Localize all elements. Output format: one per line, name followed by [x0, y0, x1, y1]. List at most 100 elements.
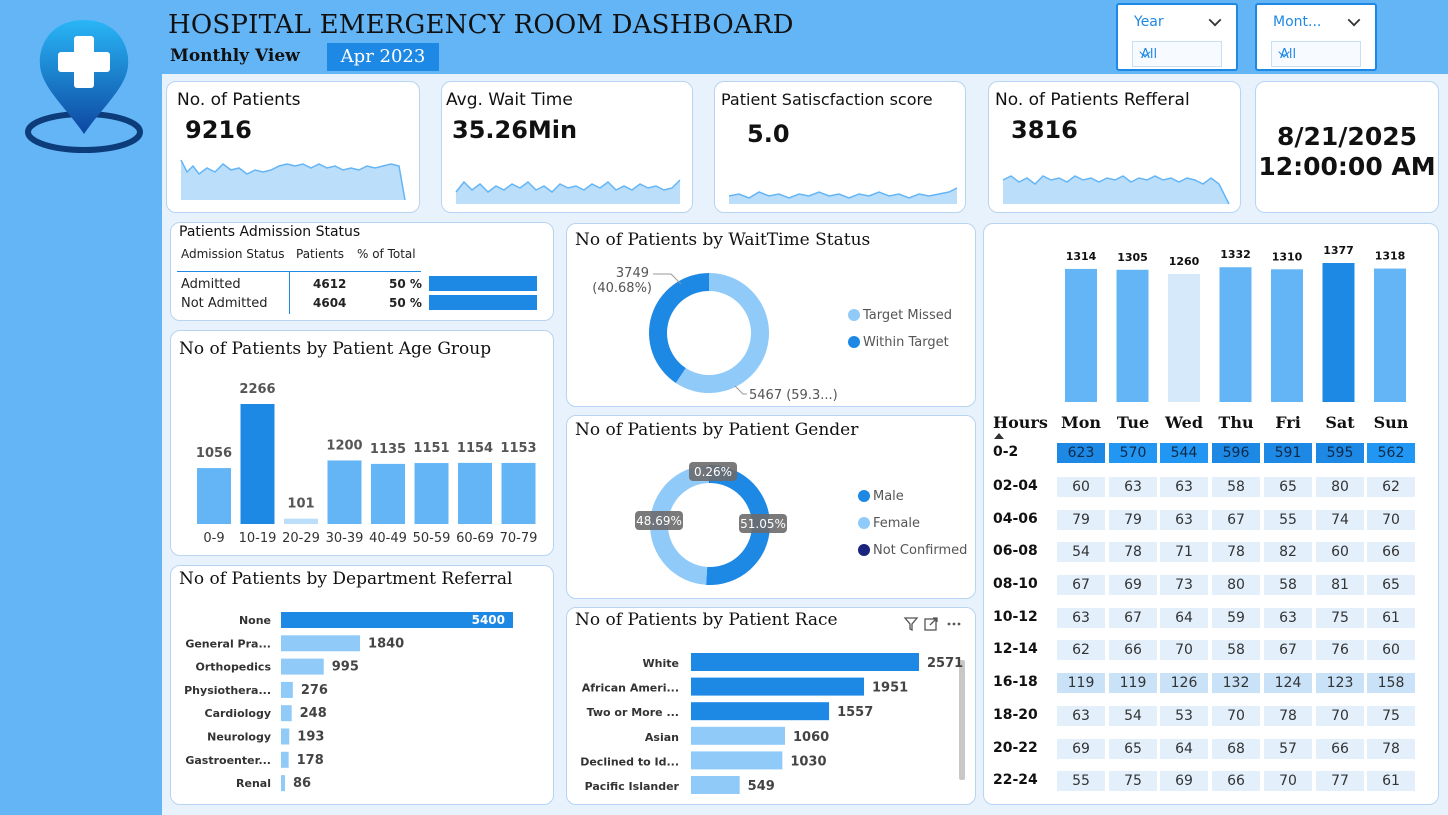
heatmap-cell[interactable]: 70	[1212, 706, 1260, 726]
year-slicer[interactable]: Year All	[1116, 3, 1238, 71]
chevron-down-icon[interactable]	[1347, 13, 1361, 27]
heatmap-cell[interactable]: 75	[1367, 706, 1415, 726]
heatmap-cell[interactable]: 80	[1212, 575, 1260, 595]
day-column-header[interactable]: Wed	[1164, 413, 1204, 432]
heatmap-cell[interactable]: 66	[1316, 739, 1364, 759]
department-bar[interactable]	[281, 658, 324, 675]
weekday-bar[interactable]	[1065, 268, 1097, 402]
heatmap-cell[interactable]: 60	[1057, 477, 1105, 497]
department-bar[interactable]	[281, 728, 290, 745]
heatmap-cell[interactable]: 63	[1057, 608, 1105, 628]
heatmap-cell[interactable]: 562	[1367, 443, 1415, 463]
heatmap-cell[interactable]: 65	[1367, 575, 1415, 595]
heatmap-cell[interactable]: 53	[1160, 706, 1208, 726]
heatmap-cell[interactable]: 63	[1057, 706, 1105, 726]
heatmap-cell[interactable]: 54	[1109, 706, 1157, 726]
heatmap-cell[interactable]: 60	[1367, 640, 1415, 660]
race-bar[interactable]	[691, 677, 865, 696]
department-bar[interactable]	[281, 635, 361, 652]
age-bar[interactable]	[501, 462, 536, 524]
day-column-header[interactable]: Thu	[1218, 413, 1254, 432]
heatmap-cell[interactable]: 70	[1316, 706, 1364, 726]
age-bar[interactable]	[327, 460, 362, 524]
focus-mode-icon[interactable]	[924, 617, 938, 631]
heatmap-cell[interactable]: 65	[1109, 739, 1157, 759]
race-bar[interactable]	[691, 726, 786, 745]
heatmap-cell[interactable]: 69	[1160, 771, 1208, 791]
heatmap-cell[interactable]: 69	[1109, 575, 1157, 595]
heatmap-cell[interactable]: 570	[1109, 443, 1157, 463]
heatmap-cell[interactable]: 623	[1057, 443, 1105, 463]
heatmap-cell[interactable]: 63	[1160, 510, 1208, 530]
wait-slice[interactable]	[649, 273, 709, 384]
hours-header[interactable]: Hours	[993, 413, 1048, 432]
heatmap-cell[interactable]: 79	[1109, 510, 1157, 530]
department-bar[interactable]	[281, 612, 513, 628]
heatmap-cell[interactable]: 58	[1264, 575, 1312, 595]
column-header[interactable]: % of Total	[357, 247, 416, 261]
heatmap-cell[interactable]: 67	[1109, 608, 1157, 628]
legend-label[interactable]: Male	[873, 489, 904, 504]
race-bar[interactable]	[691, 776, 740, 794]
age-bar[interactable]	[284, 518, 318, 524]
heatmap-cell[interactable]: 70	[1367, 510, 1415, 530]
day-column-header[interactable]: Fri	[1275, 413, 1301, 432]
heatmap-cell[interactable]: 595	[1316, 443, 1364, 463]
heatmap-cell[interactable]: 66	[1212, 771, 1260, 791]
heatmap-cell[interactable]: 123	[1316, 673, 1364, 693]
department-bar[interactable]	[281, 751, 289, 768]
department-bar[interactable]	[281, 705, 292, 722]
heatmap-cell[interactable]: 67	[1264, 640, 1312, 660]
legend-label[interactable]: Not Confirmed	[873, 543, 967, 558]
heatmap-cell[interactable]: 67	[1057, 575, 1105, 595]
column-header[interactable]: Admission Status	[181, 247, 285, 261]
heatmap-cell[interactable]: 62	[1367, 477, 1415, 497]
heatmap-cell[interactable]: 73	[1160, 575, 1208, 595]
heatmap-cell[interactable]: 55	[1057, 771, 1105, 791]
chevron-down-icon[interactable]	[1208, 13, 1222, 27]
heatmap-cell[interactable]: 55	[1264, 510, 1312, 530]
heatmap-cell[interactable]: 70	[1160, 640, 1208, 660]
day-column-header[interactable]: Tue	[1116, 413, 1150, 432]
weekday-bar[interactable]	[1219, 267, 1252, 402]
age-bar[interactable]	[240, 404, 275, 524]
department-bar[interactable]	[281, 775, 285, 792]
department-bar[interactable]	[281, 681, 293, 698]
filter-icon[interactable]	[903, 617, 919, 632]
heatmap-cell[interactable]: 78	[1367, 739, 1415, 759]
heatmap-cell[interactable]: 80	[1316, 477, 1364, 497]
day-column-header[interactable]: Sat	[1325, 413, 1355, 432]
legend-label[interactable]: Female	[873, 516, 920, 531]
weekday-bar[interactable]	[1116, 269, 1149, 402]
scrollbar[interactable]	[959, 660, 965, 780]
heatmap-cell[interactable]: 158	[1367, 673, 1415, 693]
age-bar[interactable]	[414, 463, 449, 524]
heatmap-cell[interactable]: 63	[1109, 477, 1157, 497]
heatmap-cell[interactable]: 65	[1264, 477, 1312, 497]
gender-slice[interactable]	[706, 465, 770, 585]
heatmap-cell[interactable]: 71	[1160, 542, 1208, 562]
heatmap-cell[interactable]: 119	[1109, 673, 1157, 693]
heatmap-cell[interactable]: 75	[1316, 608, 1364, 628]
month-slicer[interactable]: Mont... All	[1255, 3, 1377, 71]
day-column-header[interactable]: Mon	[1060, 413, 1101, 432]
heatmap-cell[interactable]: 69	[1057, 739, 1105, 759]
heatmap-cell[interactable]: 68	[1212, 739, 1260, 759]
heatmap-cell[interactable]: 132	[1212, 673, 1260, 693]
heatmap-cell[interactable]: 76	[1316, 640, 1364, 660]
heatmap-cell[interactable]: 59	[1212, 608, 1260, 628]
heatmap-cell[interactable]: 78	[1264, 706, 1312, 726]
heatmap-cell[interactable]: 591	[1264, 443, 1312, 463]
year-dropdown[interactable]: All	[1132, 41, 1222, 67]
legend-label[interactable]: Within Target	[863, 335, 949, 350]
age-bar[interactable]	[371, 463, 405, 524]
heatmap-cell[interactable]: 596	[1212, 443, 1260, 463]
more-options-icon[interactable]	[947, 622, 961, 626]
age-bar[interactable]	[458, 462, 492, 524]
legend-label[interactable]: Target Missed	[862, 308, 952, 323]
heatmap-cell[interactable]: 61	[1367, 771, 1415, 791]
weekday-bar[interactable]	[1322, 263, 1355, 402]
race-bar[interactable]	[691, 653, 919, 671]
heatmap-cell[interactable]: 70	[1264, 771, 1312, 791]
weekday-bar[interactable]	[1374, 268, 1406, 402]
